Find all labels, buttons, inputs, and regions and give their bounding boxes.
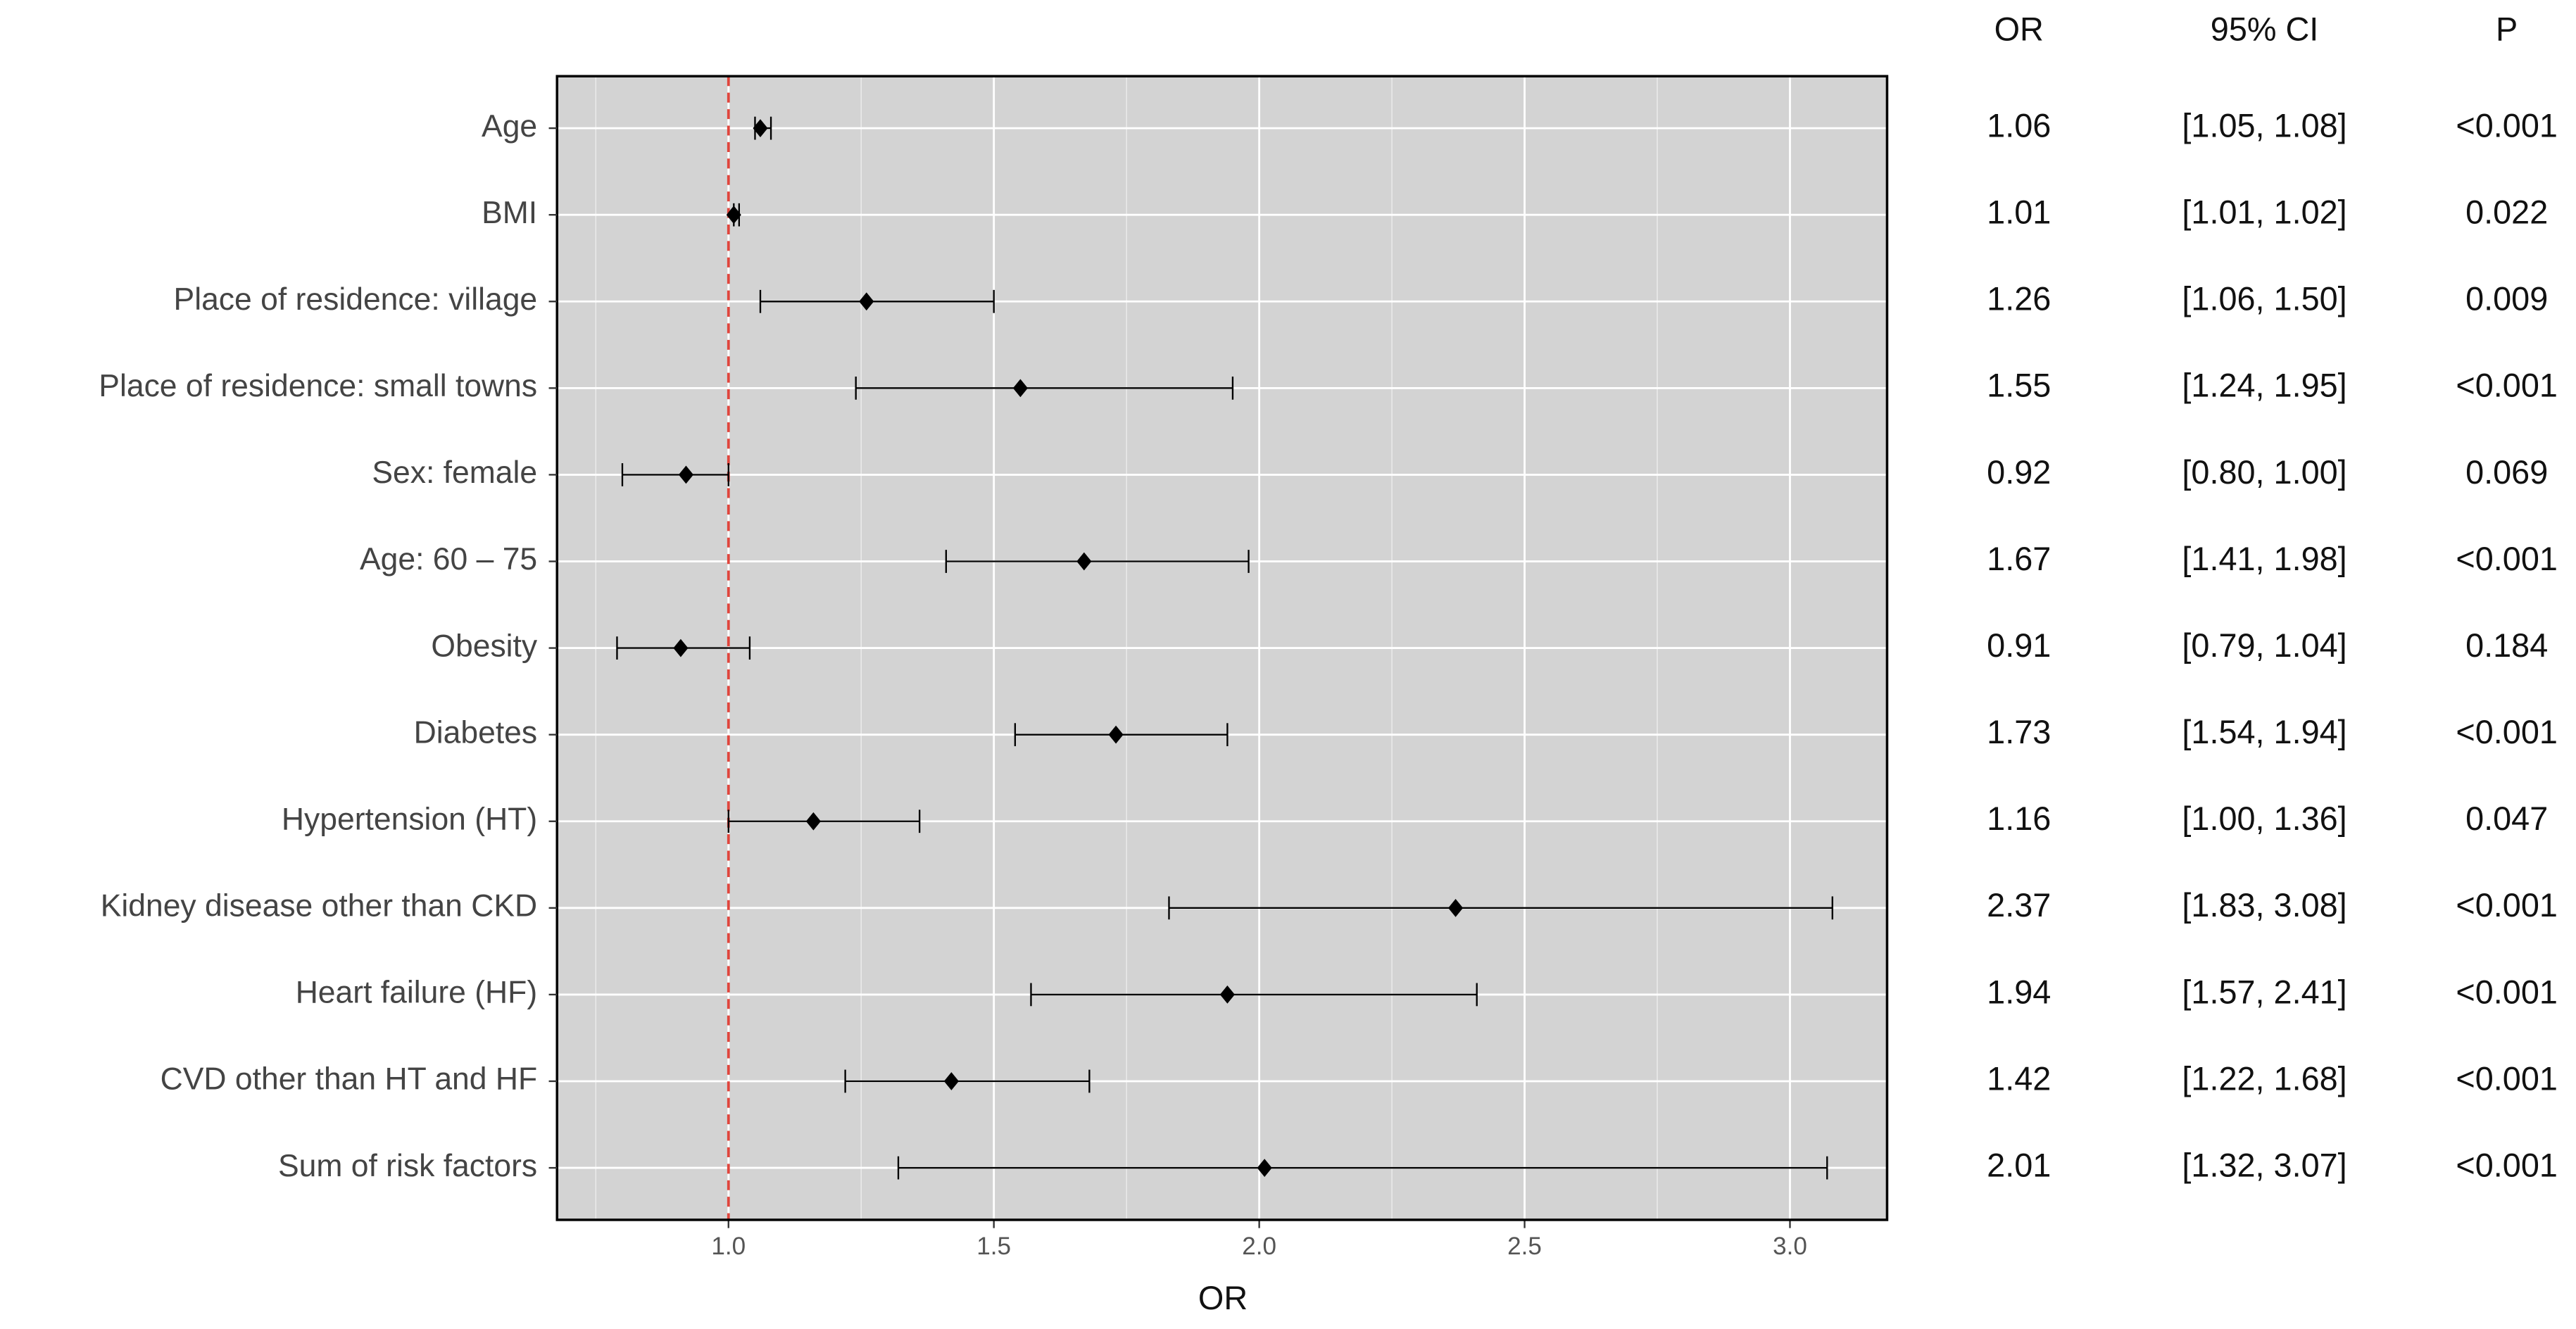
p-value: <0.001	[2456, 367, 2557, 404]
y-tick-label: Age: 60 – 75	[360, 542, 537, 577]
or-value: 1.06	[1987, 107, 2051, 144]
ci-label: [0.80, 1.00]	[2182, 454, 2346, 491]
or-value: 0.92	[1987, 454, 2051, 491]
column-header: 95% CI	[2211, 11, 2319, 47]
p-value: <0.001	[2456, 541, 2557, 577]
ci-label: [1.41, 1.98]	[2182, 541, 2346, 577]
p-value: 0.047	[2465, 800, 2548, 837]
y-tick-label: Kidney disease other than CKD	[101, 889, 537, 924]
p-value: 0.009	[2465, 281, 2548, 317]
or-value: 1.26	[1987, 281, 2051, 317]
or-value: 2.01	[1987, 1147, 2051, 1183]
y-tick-label: Sex: female	[372, 455, 537, 490]
y-tick-label: Heart failure (HF)	[296, 976, 537, 1010]
or-value: 1.94	[1987, 974, 2051, 1010]
point	[1076, 552, 1092, 571]
ci-label: [1.00, 1.36]	[2182, 800, 2346, 837]
y-tick-label: Sum of risk factors	[278, 1149, 537, 1183]
ci-label: [1.32, 3.07]	[2182, 1147, 2346, 1183]
or-value: 0.91	[1987, 627, 2051, 664]
p-value: <0.001	[2456, 1060, 2557, 1097]
ci-label: [1.54, 1.94]	[2182, 714, 2346, 750]
ci-label: [1.24, 1.95]	[2182, 367, 2346, 404]
point	[678, 465, 693, 484]
or-value: 1.16	[1987, 800, 2051, 837]
x-axis-label: OR	[1198, 1280, 1248, 1316]
ci-label: [0.79, 1.04]	[2182, 627, 2346, 664]
p-value: <0.001	[2456, 887, 2557, 924]
y-tick-label: Place of residence: small towns	[99, 369, 537, 403]
x-tick-label: 2.5	[1507, 1233, 1542, 1260]
p-value: 0.069	[2465, 454, 2548, 491]
ci-label: [1.01, 1.02]	[2182, 194, 2346, 231]
x-tick-label: 2.0	[1242, 1233, 1276, 1260]
p-value: <0.001	[2456, 107, 2557, 144]
column-header: P	[2496, 11, 2518, 47]
y-tick-label: Hypertension (HT)	[282, 802, 537, 837]
or-value: 1.55	[1987, 367, 2051, 404]
y-tick-label: Obesity	[431, 629, 538, 663]
x-tick-label: 1.0	[711, 1233, 746, 1260]
x-tick-label: 3.0	[1773, 1233, 1807, 1260]
point	[1448, 898, 1464, 917]
column-header: OR	[1994, 11, 2044, 47]
ci-label: [1.22, 1.68]	[2182, 1060, 2346, 1097]
p-value: <0.001	[2456, 974, 2557, 1010]
ci-label: [1.06, 1.50]	[2182, 281, 2346, 317]
ci-label: [1.57, 2.41]	[2182, 974, 2346, 1010]
p-value: <0.001	[2456, 1147, 2557, 1183]
or-value: 1.73	[1987, 714, 2051, 750]
point	[753, 119, 768, 137]
ci-label: [1.05, 1.08]	[2182, 107, 2346, 144]
y-tick-label: Age	[482, 109, 537, 144]
x-tick-label: 1.5	[976, 1233, 1011, 1260]
or-value: 1.01	[1987, 194, 2051, 231]
point	[943, 1072, 959, 1090]
point	[1219, 985, 1235, 1004]
y-tick-label: Place of residence: village	[174, 282, 538, 317]
y-tick-label: CVD other than HT and HF	[161, 1062, 538, 1097]
or-value: 1.67	[1987, 541, 2051, 577]
p-value: <0.001	[2456, 714, 2557, 750]
or-value: 1.42	[1987, 1060, 2051, 1097]
y-tick-label: BMI	[482, 196, 537, 230]
p-value: 0.022	[2465, 194, 2548, 231]
or-value: 2.37	[1987, 887, 2051, 924]
p-value: 0.184	[2465, 627, 2548, 664]
y-tick-label: Diabetes	[414, 715, 538, 750]
ci-label: [1.83, 3.08]	[2182, 887, 2346, 924]
